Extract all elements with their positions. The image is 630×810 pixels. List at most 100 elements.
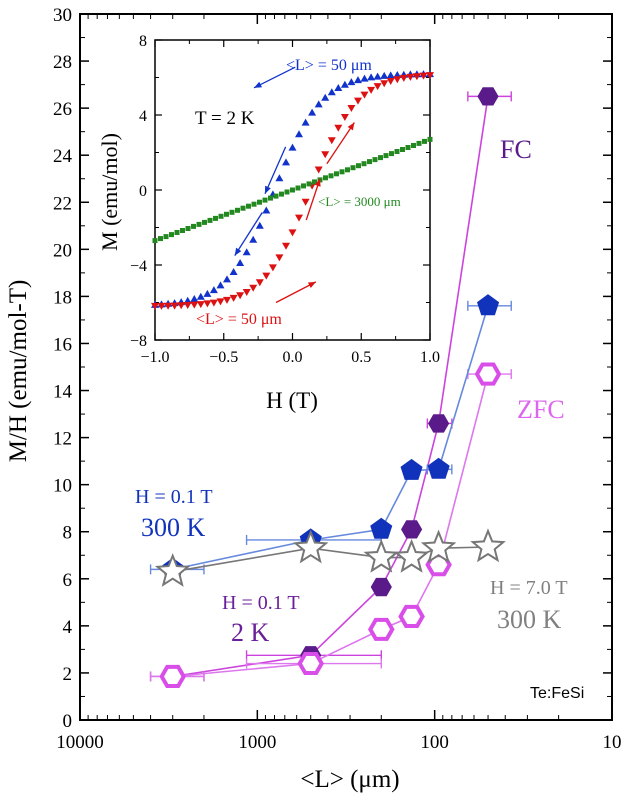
- inset-point-3000: [339, 169, 345, 175]
- blue-temp-label: 300 K: [141, 513, 206, 542]
- inset-point-increasing: [177, 302, 186, 310]
- inset-point-decreasing: [334, 84, 343, 91]
- inset-point-decreasing: [203, 289, 212, 297]
- data-point-h-7-0-t-300-k: [420, 529, 457, 564]
- inset-point-3000: [224, 211, 229, 217]
- inset-point-3000: [262, 197, 268, 203]
- inset-point-3000: [328, 173, 334, 179]
- data-point-zfc: [474, 362, 502, 386]
- inset-point-3000: [356, 163, 361, 169]
- inset-point-3000: [196, 221, 202, 227]
- inset-point-3000: [405, 145, 411, 150]
- inset-point-increasing: [164, 302, 173, 310]
- gray-field-label: H = 7.0 T: [490, 577, 568, 599]
- inset-point-3000: [284, 189, 290, 195]
- inset-y-tick-label: −8: [130, 333, 147, 350]
- data-point-fc: [370, 577, 392, 597]
- inset-point-3000: [372, 157, 378, 163]
- y-tick-label: 8: [63, 523, 73, 544]
- y-tick-label: 2: [63, 664, 73, 685]
- inset-point-increasing: [406, 73, 415, 81]
- inset-point-3000: [240, 205, 246, 211]
- inset-point-decreasing: [308, 108, 317, 116]
- inset-point-increasing: [360, 91, 369, 99]
- y-tick-label: 12: [53, 429, 72, 450]
- inset-point-increasing: [209, 299, 218, 307]
- inset-point-3000: [163, 234, 169, 240]
- inset-point-decreasing: [255, 221, 264, 229]
- inset-y-tick-label: −4: [130, 258, 147, 275]
- inset-point-3000: [427, 136, 433, 142]
- series-line-h-0-1-t-300-k: [172, 305, 489, 571]
- inset-point-3000: [301, 183, 306, 189]
- inset-point-3000: [383, 153, 389, 159]
- inset-point-decreasing: [216, 281, 225, 289]
- y-tick-label: 6: [63, 570, 73, 591]
- main-y-axis-label: M/H (emu/mol-T): [5, 280, 32, 463]
- inset-point-3000: [295, 185, 301, 191]
- inset-point-3000: [174, 230, 180, 235]
- inset-point-3000: [202, 219, 207, 225]
- inset-point-3000: [218, 213, 224, 219]
- inset-y-axis-label: M (emu/mol): [97, 133, 122, 251]
- inset-point-increasing: [373, 83, 382, 91]
- inset-point-3000: [207, 217, 213, 223]
- data-point-h-7-0-t-300-k: [292, 529, 329, 564]
- inset-point-increasing: [367, 86, 376, 94]
- inset-arrowhead: [254, 81, 262, 88]
- inset-point-increasing: [386, 78, 395, 85]
- inset-point-3000: [257, 199, 262, 205]
- y-tick-label: 24: [53, 146, 73, 167]
- inset-arrow: [253, 66, 296, 89]
- inset-top-label: <L> = 50 μm: [286, 57, 372, 74]
- inset-green-label: <L> = 3000 μm: [318, 194, 401, 209]
- inset-arrowhead: [265, 185, 271, 194]
- inset-point-increasing: [262, 272, 271, 280]
- inset-point-increasing: [236, 292, 245, 300]
- inset-point-decreasing: [347, 78, 356, 86]
- y-tick-label: 20: [53, 240, 72, 261]
- inset-point-increasing: [334, 124, 343, 132]
- main-x-axis-label: <L> (μm): [300, 766, 399, 793]
- inset-point-3000: [334, 171, 339, 177]
- inset-point-decreasing: [380, 71, 389, 79]
- inset-arrow: [326, 122, 355, 165]
- inset-point-increasing: [151, 302, 159, 310]
- inset-point-3000: [191, 223, 196, 229]
- inset-point-decreasing: [321, 93, 330, 101]
- inset-point-increasing: [380, 80, 389, 88]
- inset-point-decreasing: [327, 88, 336, 96]
- data-point-zfc: [297, 652, 325, 675]
- inset-point-3000: [367, 159, 372, 165]
- y-tick-label: 28: [53, 52, 72, 73]
- inset-point-3000: [323, 175, 328, 181]
- inset-point-increasing: [242, 289, 251, 296]
- inset-point-increasing: [170, 302, 179, 310]
- inset-arrowhead: [307, 281, 316, 288]
- inset-point-3000: [361, 161, 367, 167]
- inset-x-tick-label: −0.5: [209, 349, 238, 366]
- inset-point-increasing: [216, 298, 225, 306]
- inset-point-decreasing: [314, 100, 323, 108]
- inset-point-increasing: [412, 73, 421, 81]
- inset-arrow: [275, 281, 317, 304]
- inset-arrowhead: [234, 247, 242, 256]
- inset-point-decreasing: [360, 74, 369, 82]
- inset-x-tick-label: 1.0: [420, 349, 440, 366]
- inset-point-decreasing: [190, 295, 199, 302]
- inset-point-decreasing: [209, 286, 218, 294]
- data-point-h-0-1-t-300-k: [370, 517, 393, 539]
- inset-point-increasing: [229, 294, 238, 302]
- inset-point-3000: [389, 151, 394, 157]
- inset-point-3000: [350, 165, 356, 171]
- blue-field-label: H = 0.1 T: [135, 486, 213, 508]
- inset-point-decreasing: [393, 71, 402, 78]
- inset-point-increasing: [157, 302, 166, 310]
- inset-point-3000: [378, 155, 383, 161]
- data-point-h-0-1-t-300-k: [400, 458, 423, 480]
- inset-point-increasing: [196, 301, 205, 309]
- inset-point-3000: [235, 207, 240, 213]
- series-line-zfc: [172, 373, 489, 678]
- inset-point-3000: [246, 203, 251, 209]
